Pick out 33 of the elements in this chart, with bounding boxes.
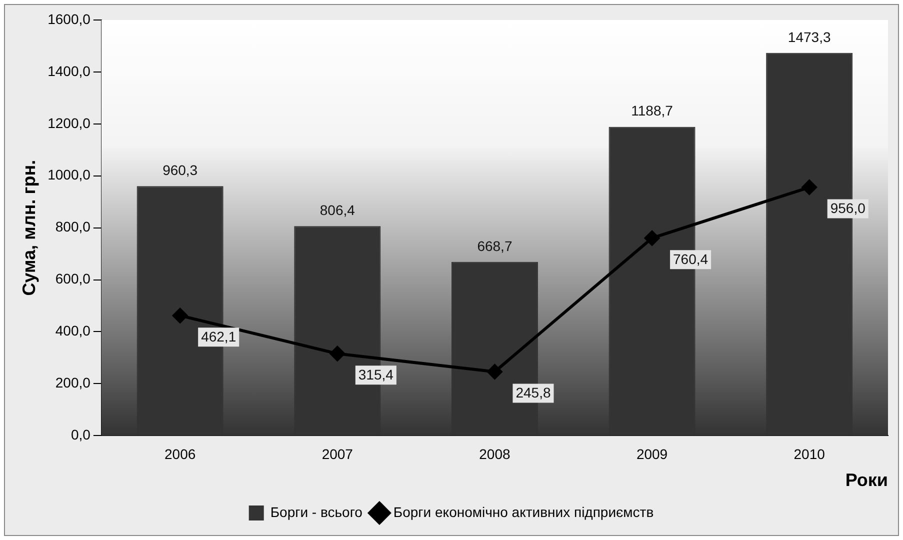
data-label: 245,8 xyxy=(516,384,551,401)
x-tick-label: 2008 xyxy=(479,446,510,462)
point xyxy=(487,364,502,380)
y-tick-label: 1000,0 xyxy=(48,166,91,183)
data-label: 1473,3 xyxy=(788,28,831,45)
data-label: 315,4 xyxy=(358,366,394,383)
data-label: 668,7 xyxy=(477,238,512,254)
y-tick-label: 400,0 xyxy=(55,322,91,339)
y-tick-label: 1200,0 xyxy=(48,114,91,131)
y-axis-title: Сума, млн. грн. xyxy=(18,160,39,296)
legend-label: Борги економічно активних підприємств xyxy=(393,504,654,520)
point xyxy=(644,230,660,246)
data-label: 462,1 xyxy=(201,328,236,344)
y-tick-label: 1400,0 xyxy=(48,62,91,79)
y-tick-label: 1600,0 xyxy=(48,10,91,27)
data-label: 960,3 xyxy=(162,162,198,178)
data-label: 806,4 xyxy=(320,202,356,218)
point xyxy=(802,180,817,195)
point xyxy=(330,346,345,362)
y-tick-label: 0,0 xyxy=(70,426,91,442)
x-tick-label: 2009 xyxy=(636,446,668,462)
y-tick-label: 600,0 xyxy=(55,270,91,287)
data-label: 760,4 xyxy=(673,250,708,267)
x-axis-title: Роки xyxy=(845,470,888,490)
data-label: 1188,7 xyxy=(631,102,674,119)
x-tick-label: 2006 xyxy=(164,446,196,462)
x-tick-label: 2010 xyxy=(794,446,826,462)
y-tick-label: 800,0 xyxy=(55,218,91,235)
legend-label: Борги - всього xyxy=(270,504,363,520)
data-label: 956,0 xyxy=(830,200,866,216)
y-tick-label: 200,0 xyxy=(55,374,91,391)
point xyxy=(172,308,188,324)
x-tick-label: 2007 xyxy=(322,446,354,462)
